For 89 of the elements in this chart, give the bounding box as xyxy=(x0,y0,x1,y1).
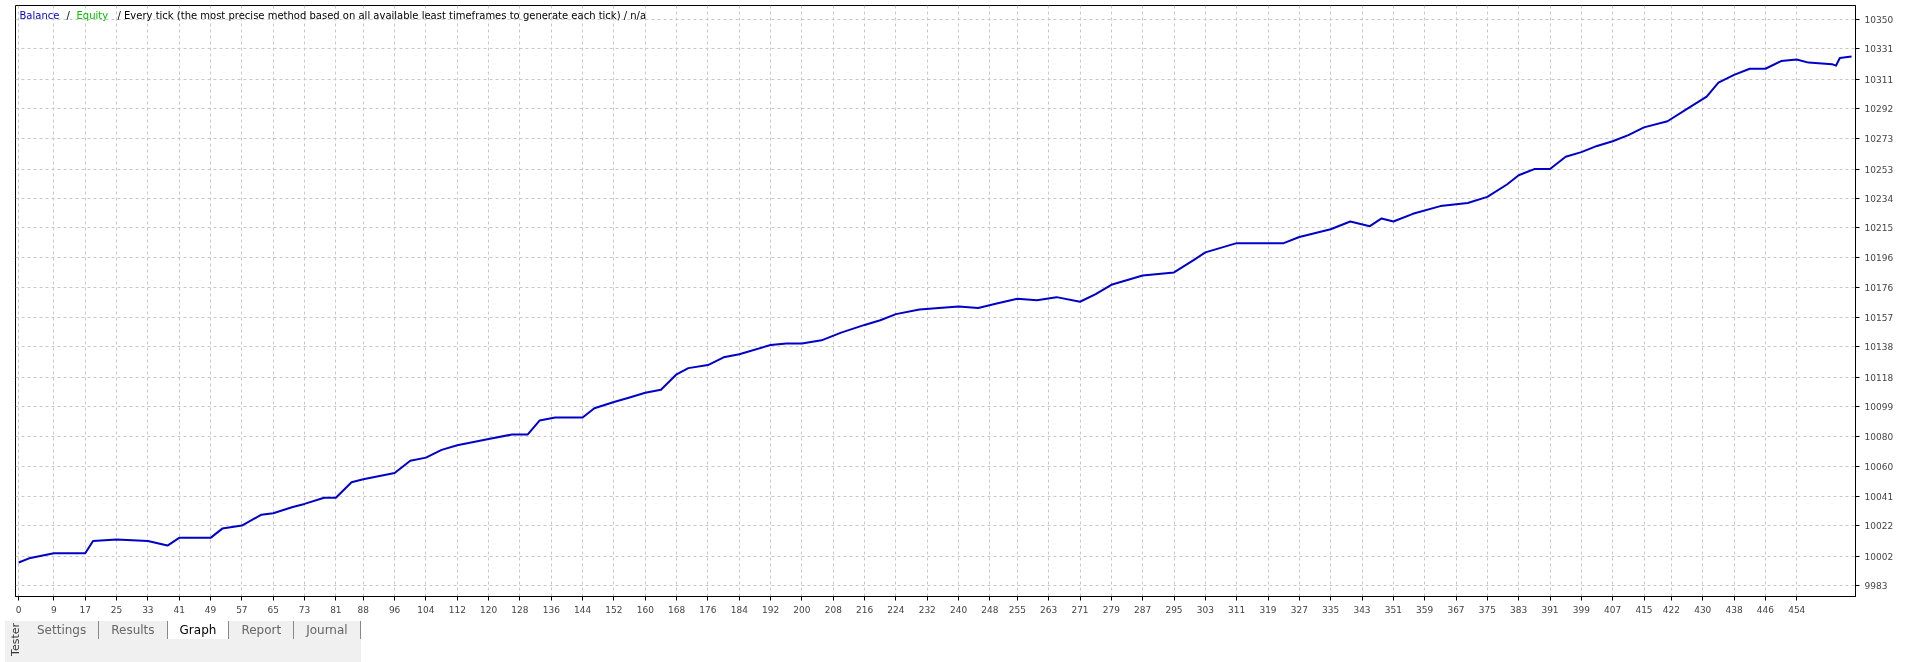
y-tick-label: 10331 xyxy=(1864,44,1894,55)
y-tick-label: 10292 xyxy=(1864,104,1894,115)
y-tick-label: 10234 xyxy=(1864,193,1894,204)
x-tick-label: 383 xyxy=(1510,604,1528,615)
x-tick-label: 128 xyxy=(511,604,529,615)
y-tick-label: 10002 xyxy=(1864,551,1894,562)
text: Results xyxy=(99,621,168,639)
x-tick-label: 367 xyxy=(1447,604,1465,615)
x-tick-label: 438 xyxy=(1725,604,1743,615)
x-tick-label: 232 xyxy=(918,604,936,615)
x-tick-label: 391 xyxy=(1541,604,1559,615)
x-tick-label: 295 xyxy=(1165,604,1183,615)
x-tick-label: 25 xyxy=(110,604,123,615)
x-tick-label: 73 xyxy=(298,604,311,615)
x-tick-label: 311 xyxy=(1228,604,1246,615)
x-tick-label: 287 xyxy=(1134,604,1152,615)
x-tick-label: 327 xyxy=(1290,604,1308,615)
x-tick-label: 271 xyxy=(1071,604,1089,615)
x-tick-label: 184 xyxy=(730,604,749,615)
x-tick-label: 88 xyxy=(357,604,370,615)
x-tick-label: 446 xyxy=(1756,604,1775,615)
x-tick-label: 65 xyxy=(267,604,279,615)
text: Tester xyxy=(8,623,23,656)
x-tick-label: 0 xyxy=(15,604,22,615)
x-tick-label: 454 xyxy=(1788,604,1806,615)
x-tick-label: 9 xyxy=(51,604,58,615)
x-tick-label: 359 xyxy=(1416,604,1434,615)
y-tick-label: 10311 xyxy=(1864,75,1894,86)
x-tick-label: 335 xyxy=(1322,604,1340,615)
x-tick-label: 351 xyxy=(1384,604,1402,615)
x-tick-label: 255 xyxy=(1008,604,1026,615)
x-tick-label: 216 xyxy=(856,604,874,615)
x-tick-label: 200 xyxy=(793,604,811,615)
y-tick-label: 10138 xyxy=(1864,342,1894,353)
x-tick-label: 152 xyxy=(605,604,623,615)
x-tick-label: 303 xyxy=(1196,604,1214,615)
x-tick-label: 176 xyxy=(699,604,717,615)
x-tick-label: 81 xyxy=(330,604,342,615)
y-tick-label: 10253 xyxy=(1864,164,1894,175)
y-tick-label: 10060 xyxy=(1864,462,1894,473)
y-tick-label: 10099 xyxy=(1864,402,1894,413)
y-tick-label: 9983 xyxy=(1864,581,1888,592)
x-tick-label: 240 xyxy=(950,604,968,615)
x-tick-label: 279 xyxy=(1102,604,1121,615)
x-tick-label: 57 xyxy=(236,604,248,615)
y-tick-label: 10176 xyxy=(1864,283,1894,294)
x-tick-label: 422 xyxy=(1662,604,1681,615)
y-tick-label: 10350 xyxy=(1864,14,1894,25)
x-tick-label: 49 xyxy=(204,604,217,615)
x-tick-label: 144 xyxy=(574,604,592,615)
x-tick-label: 17 xyxy=(79,604,91,615)
x-tick-label: 263 xyxy=(1040,604,1058,615)
x-tick-label: 33 xyxy=(142,604,154,615)
x-tick-label: 120 xyxy=(480,604,498,615)
text: Settings xyxy=(25,621,100,639)
x-tick-label: 136 xyxy=(542,604,561,615)
x-tick-label: 399 xyxy=(1572,604,1591,615)
x-tick-label: 248 xyxy=(981,604,999,615)
x-tick-label: 112 xyxy=(448,604,466,615)
x-tick-label: 375 xyxy=(1478,604,1496,615)
y-tick-label: 10022 xyxy=(1864,521,1894,532)
y-tick-label: 10215 xyxy=(1864,223,1894,234)
x-tick-label: 208 xyxy=(824,604,843,615)
text: Graph xyxy=(167,621,230,639)
y-tick-label: 10080 xyxy=(1864,431,1894,442)
y-tick-label: 10157 xyxy=(1864,312,1894,323)
chart-title: / Every tick (the most precise method based on all available least timeframes to generate each tick) / n/a xyxy=(117,9,647,21)
line-series xyxy=(17,55,1853,564)
y-tick-label: 10196 xyxy=(1864,252,1894,263)
text: Report xyxy=(229,621,295,639)
text: Balance xyxy=(19,9,60,21)
y-tick-label: 10118 xyxy=(1864,372,1894,383)
x-tick-label: 41 xyxy=(173,604,185,615)
x-tick-label: 430 xyxy=(1694,604,1712,615)
x-tick-label: 224 xyxy=(887,604,905,615)
x-tick-label: 104 xyxy=(417,604,435,615)
x-tick-label: 319 xyxy=(1259,604,1277,615)
annotation: / xyxy=(66,9,71,21)
legend-label: Equity xyxy=(76,9,109,21)
x-tick-label: 343 xyxy=(1353,604,1371,615)
x-tick-label: 96 xyxy=(388,604,401,615)
x-tick-label: 192 xyxy=(762,604,780,615)
x-tick-label: 407 xyxy=(1604,604,1622,615)
x-tick-label: 415 xyxy=(1635,604,1653,615)
y-tick-label: 10273 xyxy=(1864,133,1894,144)
x-tick-label: 168 xyxy=(668,604,686,615)
y-tick-label: 10041 xyxy=(1864,491,1894,502)
x-tick-label: 160 xyxy=(636,604,655,615)
text: Journal xyxy=(294,621,361,639)
